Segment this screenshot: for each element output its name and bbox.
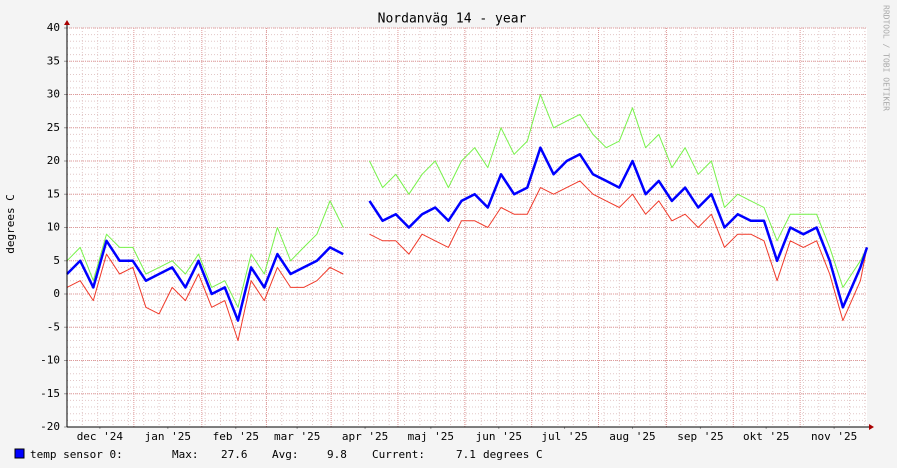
- y-arrow: [64, 20, 70, 25]
- chart-title: Nordanväg 14 - year: [378, 12, 527, 27]
- y-tick-label: 30: [47, 88, 60, 101]
- y-axis-label: degrees C: [4, 194, 17, 254]
- y-tick-label: 40: [47, 21, 60, 34]
- x-tick-label: aug '25: [609, 430, 655, 443]
- y-tick-label: -20: [40, 420, 60, 433]
- y-tick-label: 15: [47, 187, 60, 200]
- x-tick-label: maj '25: [408, 430, 454, 443]
- series-line: [66, 180, 868, 342]
- side-text: RRDTOOL / TOBI OETIKER: [882, 5, 891, 111]
- legend-avg: 9.8: [327, 448, 347, 461]
- legend-swatch: [14, 448, 25, 459]
- x-tick-label: sep '25: [677, 430, 723, 443]
- x-tick-label: jul '25: [541, 430, 587, 443]
- x-tick-label: okt '25: [743, 430, 789, 443]
- x-tick-label: feb '25: [213, 430, 259, 443]
- legend-current: 7.1: [456, 448, 476, 461]
- y-tick-label: 25: [47, 121, 60, 134]
- y-tick-label: -10: [40, 354, 60, 367]
- x-tick-label: jan '25: [145, 430, 191, 443]
- x-arrow: [869, 424, 874, 430]
- legend-current-label: Current:: [372, 448, 425, 461]
- x-tick-label: dec '24: [77, 430, 124, 443]
- legend-unit: degrees C: [483, 448, 543, 461]
- y-tick-label: 10: [47, 221, 60, 234]
- x-tick-label: jun '25: [476, 430, 522, 443]
- x-tick-label: mar '25: [274, 430, 320, 443]
- y-tick-label: 35: [47, 54, 60, 67]
- legend-max-label: Max:: [172, 448, 199, 461]
- y-tick-label: 20: [47, 154, 60, 167]
- y-tick-label: -15: [40, 387, 60, 400]
- x-tick-label: apr '25: [342, 430, 388, 443]
- y-tick-label: 0: [53, 287, 60, 300]
- y-tick-label: 5: [53, 254, 60, 267]
- legend-label: temp sensor 0:: [30, 448, 123, 461]
- y-tick-label: -5: [47, 320, 60, 333]
- legend-avg-label: Avg:: [272, 448, 299, 461]
- x-tick-label: nov '25: [811, 430, 857, 443]
- series-line: [66, 146, 869, 322]
- series-line: [66, 94, 868, 308]
- legend-max: 27.6: [221, 448, 248, 461]
